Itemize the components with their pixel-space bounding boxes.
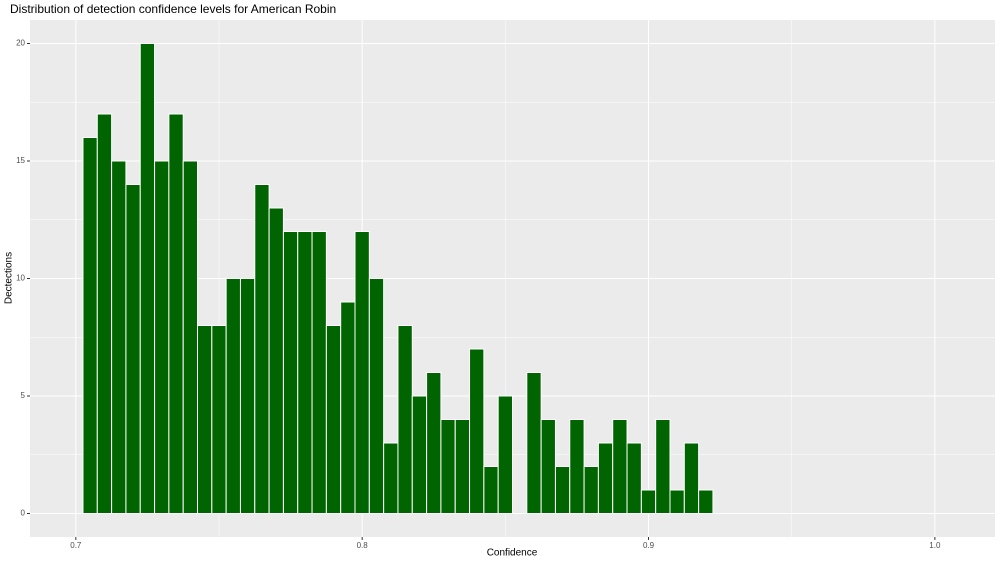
x-tick-label: 0.9 bbox=[643, 541, 655, 550]
y-tick-label: 0 bbox=[21, 509, 26, 518]
bar bbox=[540, 419, 556, 514]
y-tick-label: 20 bbox=[16, 39, 25, 48]
x-tick-label: 0.7 bbox=[70, 541, 82, 550]
x-tick-label: 0.8 bbox=[357, 541, 369, 550]
bar bbox=[669, 489, 685, 514]
bar bbox=[96, 113, 113, 514]
bar bbox=[383, 442, 399, 514]
bar bbox=[297, 231, 313, 514]
bar bbox=[354, 231, 370, 514]
bar bbox=[268, 207, 284, 514]
bar bbox=[368, 278, 385, 514]
bar bbox=[554, 466, 571, 514]
x-tick-label: 1.0 bbox=[929, 541, 941, 550]
bar bbox=[612, 419, 628, 514]
bar bbox=[340, 301, 356, 514]
y-tick-label: 10 bbox=[16, 274, 25, 283]
y-tick-label: 15 bbox=[16, 156, 25, 165]
bar bbox=[125, 184, 141, 514]
y-axis-label: Dectections bbox=[4, 252, 15, 304]
bar bbox=[82, 137, 98, 514]
bar bbox=[655, 419, 671, 514]
bar bbox=[483, 466, 499, 514]
y-tick-label: 5 bbox=[21, 391, 26, 400]
bar bbox=[168, 113, 184, 514]
bar bbox=[583, 466, 599, 514]
bar bbox=[497, 395, 514, 514]
bar bbox=[197, 325, 213, 514]
bar bbox=[325, 325, 342, 514]
bar bbox=[569, 419, 585, 514]
bar bbox=[397, 325, 413, 514]
bar bbox=[698, 489, 714, 514]
bar bbox=[526, 372, 542, 514]
bar bbox=[469, 348, 485, 514]
bar bbox=[683, 442, 700, 514]
bar bbox=[640, 489, 657, 514]
bar bbox=[411, 395, 428, 514]
bar bbox=[154, 160, 170, 514]
bar bbox=[311, 231, 327, 514]
bar bbox=[282, 231, 299, 514]
bar bbox=[254, 184, 270, 514]
bar bbox=[182, 160, 199, 514]
chart-title: Distribution of detection confidence lev… bbox=[10, 2, 336, 16]
bar bbox=[111, 160, 127, 514]
bar bbox=[239, 278, 256, 514]
bar bbox=[597, 442, 614, 514]
bar bbox=[454, 419, 471, 514]
bar bbox=[426, 372, 442, 514]
bar bbox=[225, 278, 241, 514]
bar bbox=[626, 442, 642, 514]
x-axis-label: Confidence bbox=[487, 548, 538, 559]
bar bbox=[139, 43, 156, 514]
bar bbox=[440, 419, 456, 514]
bar bbox=[211, 325, 227, 514]
